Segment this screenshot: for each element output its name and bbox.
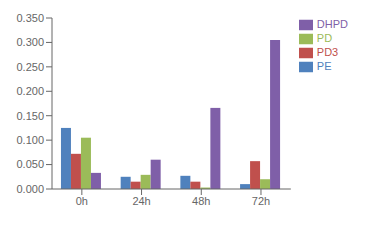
html-text:PD3: PD3 <box>316 46 339 59</box>
svg-text:24h: 24h <box>132 195 150 207</box>
html-text:DHPD: DHPD <box>316 18 348 30</box>
svg-text:0.200: 0.200 <box>16 85 44 97</box>
svg-text:0.350: 0.350 <box>16 12 44 24</box>
svg-text:0.050: 0.050 <box>16 158 44 170</box>
html-text:PE: PE <box>316 60 332 73</box>
svg-text:72h: 72h <box>252 195 270 207</box>
svg-text:0.000: 0.000 <box>16 183 44 195</box>
svg-text:0.100: 0.100 <box>16 134 44 146</box>
svg-text:0h: 0h <box>76 195 88 207</box>
svg-text:48h: 48h <box>192 195 210 207</box>
svg-text:0.300: 0.300 <box>16 36 44 48</box>
svg-text:0.150: 0.150 <box>16 110 44 122</box>
svg-text:0.250: 0.250 <box>16 61 44 73</box>
html-text:PD: PD <box>316 32 333 45</box>
